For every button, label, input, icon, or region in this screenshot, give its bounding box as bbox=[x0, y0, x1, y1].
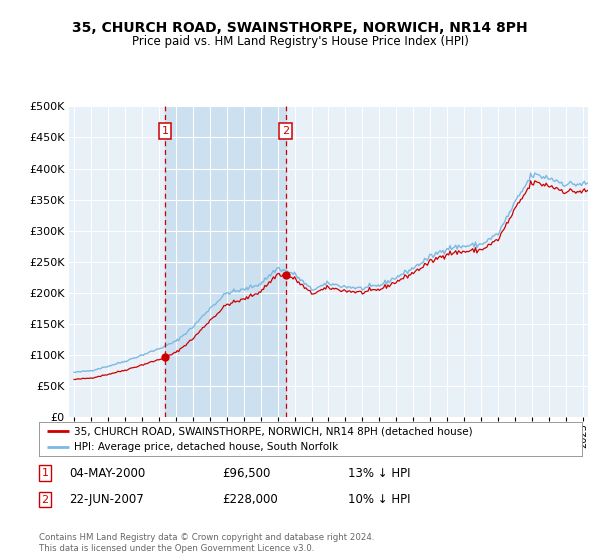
Text: 10% ↓ HPI: 10% ↓ HPI bbox=[348, 493, 410, 506]
Text: 1: 1 bbox=[41, 468, 49, 478]
Text: 1: 1 bbox=[161, 126, 169, 136]
Text: £96,500: £96,500 bbox=[222, 466, 271, 480]
Text: 22-JUN-2007: 22-JUN-2007 bbox=[69, 493, 144, 506]
Text: £228,000: £228,000 bbox=[222, 493, 278, 506]
Text: HPI: Average price, detached house, South Norfolk: HPI: Average price, detached house, Sout… bbox=[74, 442, 338, 452]
Text: 2: 2 bbox=[282, 126, 289, 136]
Bar bbox=[165, 106, 286, 417]
Text: Price paid vs. HM Land Registry's House Price Index (HPI): Price paid vs. HM Land Registry's House … bbox=[131, 35, 469, 48]
Text: 2: 2 bbox=[41, 494, 49, 505]
Text: 13% ↓ HPI: 13% ↓ HPI bbox=[348, 466, 410, 480]
Text: 35, CHURCH ROAD, SWAINSTHORPE, NORWICH, NR14 8PH (detached house): 35, CHURCH ROAD, SWAINSTHORPE, NORWICH, … bbox=[74, 426, 473, 436]
Text: 04-MAY-2000: 04-MAY-2000 bbox=[69, 466, 145, 480]
Text: Contains HM Land Registry data © Crown copyright and database right 2024.
This d: Contains HM Land Registry data © Crown c… bbox=[39, 533, 374, 553]
Text: 35, CHURCH ROAD, SWAINSTHORPE, NORWICH, NR14 8PH: 35, CHURCH ROAD, SWAINSTHORPE, NORWICH, … bbox=[72, 21, 528, 35]
